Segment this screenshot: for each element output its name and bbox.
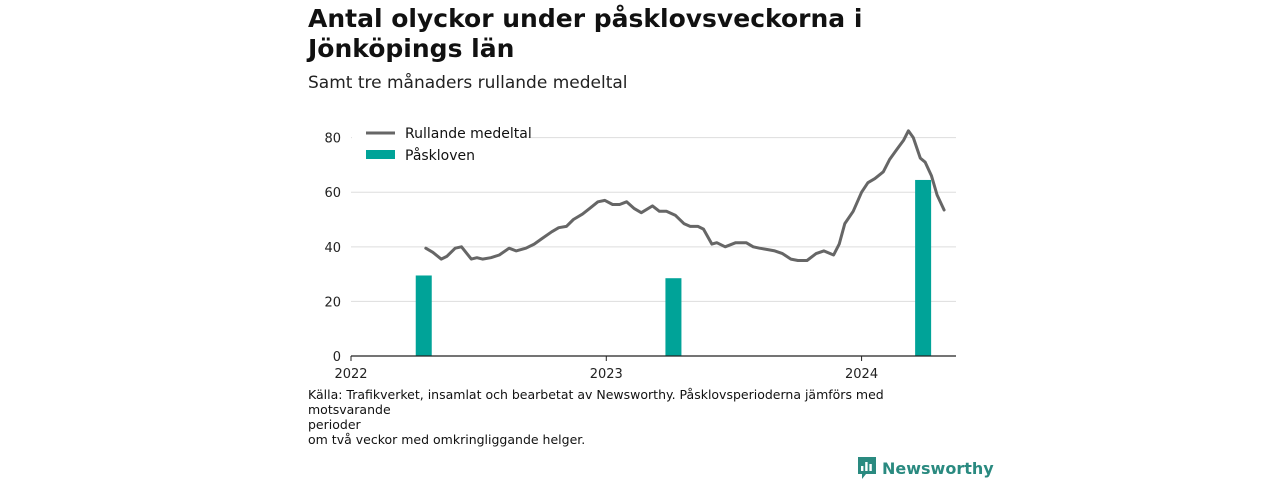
chart-title: Antal olyckor under påsklovsveckorna i J… bbox=[308, 4, 863, 63]
legend-label-rolling: Rullande medeltal bbox=[405, 126, 532, 142]
source-line-1: Källa: Trafikverket, insamlat och bearbe… bbox=[308, 387, 884, 417]
chart-logo-icon bbox=[858, 457, 876, 479]
x-tick-label: 2022 bbox=[334, 367, 367, 382]
brand-logo: Newsworthy bbox=[857, 456, 994, 480]
y-tick-label: 0 bbox=[333, 350, 341, 365]
y-tick-label: 80 bbox=[324, 132, 341, 147]
y-tick-label: 40 bbox=[324, 241, 341, 256]
x-tick-label: 2024 bbox=[845, 367, 878, 382]
source-line-2: perioder bbox=[308, 417, 361, 432]
legend-background bbox=[352, 122, 528, 168]
brand-name: Newsworthy bbox=[882, 458, 994, 478]
legend-label-easter: Påskloven bbox=[405, 147, 475, 164]
source-note: Källa: Trafikverket, insamlat och bearbe… bbox=[308, 387, 948, 447]
source-line-3: om två veckor med omkringliggande helger… bbox=[308, 432, 586, 447]
x-tick-label: 2023 bbox=[590, 367, 623, 382]
bar-easter bbox=[415, 275, 432, 356]
y-tick-label: 20 bbox=[324, 295, 341, 310]
rolling-average-line bbox=[424, 129, 946, 262]
legend-bar-swatch bbox=[366, 150, 395, 159]
y-tick-label: 60 bbox=[324, 186, 341, 201]
bar-easter bbox=[665, 278, 682, 356]
chart-subtitle: Samt tre månaders rullande medeltal bbox=[308, 73, 628, 93]
bar-easter bbox=[915, 179, 932, 356]
